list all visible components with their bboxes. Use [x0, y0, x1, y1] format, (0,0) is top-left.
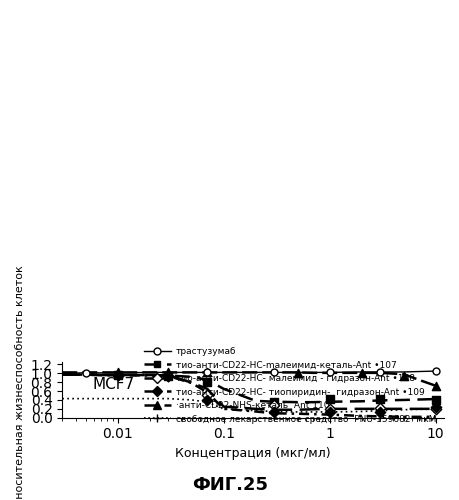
- Point: [203, 390, 211, 398]
- Text: MCF7: MCF7: [93, 377, 134, 392]
- Point: [431, 367, 438, 375]
- Point: [325, 408, 333, 416]
- Y-axis label: Относительная жизнеспособность клеток: Относительная жизнеспособность клеток: [15, 266, 25, 500]
- Point: [114, 371, 121, 379]
- Point: [270, 408, 277, 416]
- X-axis label: Концентрация (мкг/мл): Концентрация (мкг/мл): [175, 447, 330, 460]
- Point: [431, 382, 438, 390]
- Point: [431, 402, 438, 410]
- Point: [357, 369, 364, 377]
- Point: [270, 398, 277, 406]
- Point: [114, 370, 121, 378]
- Point: [399, 372, 407, 380]
- Point: [293, 369, 301, 377]
- Point: [203, 368, 211, 376]
- Point: [164, 372, 172, 380]
- Point: [431, 403, 438, 411]
- Text: ФИГ.25: ФИГ.25: [191, 476, 268, 494]
- Point: [376, 408, 383, 416]
- Point: [431, 405, 438, 413]
- Point: [376, 394, 383, 402]
- Point: [164, 372, 172, 380]
- Point: [270, 402, 277, 409]
- Legend: трастузумаб, тио-анти-CD22-HC­mалеимид-кеталь-Ant •107, тио-анти-CD22-HC- малеим: трастузумаб, тио-анти-CD22-HC­mалеимид-к…: [140, 344, 438, 427]
- Point: [325, 408, 333, 416]
- Point: [270, 408, 277, 416]
- Point: [164, 372, 172, 380]
- Point: [203, 378, 211, 386]
- Point: [376, 406, 383, 414]
- Point: [164, 368, 172, 376]
- Point: [431, 396, 438, 404]
- Point: [325, 368, 333, 376]
- Point: [203, 368, 211, 376]
- Point: [325, 405, 333, 413]
- Point: [376, 404, 383, 412]
- Point: [203, 396, 211, 404]
- Point: [270, 368, 277, 376]
- Point: [325, 395, 333, 403]
- Point: [114, 370, 121, 378]
- Point: [82, 369, 89, 377]
- Point: [376, 368, 383, 376]
- Point: [114, 368, 121, 376]
